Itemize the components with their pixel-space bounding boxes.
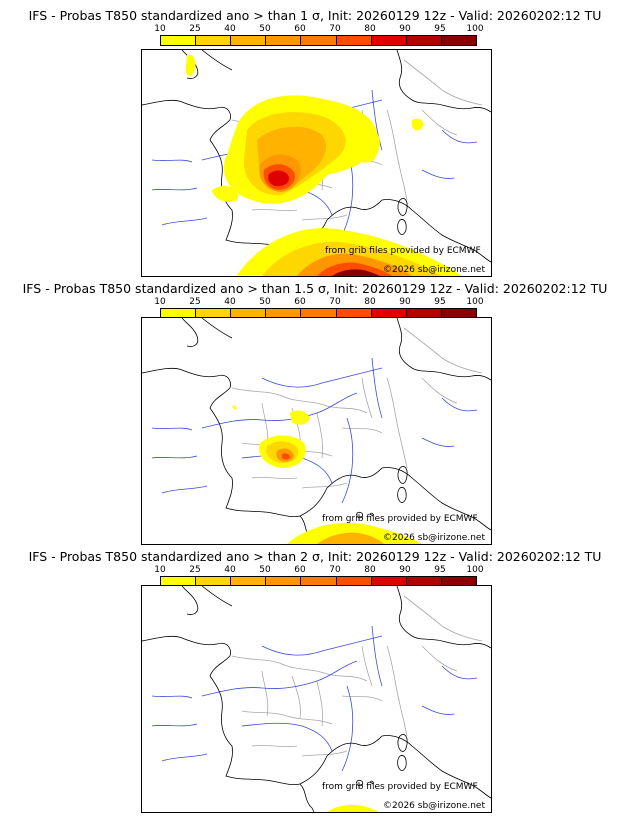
colorbar-swatch (371, 577, 407, 586)
colorbar-swatch (231, 577, 267, 586)
colorbar-swatch (301, 309, 337, 318)
colorbar-swatch (266, 36, 302, 45)
map-line (142, 586, 491, 812)
colorbar-swatch (336, 36, 372, 45)
copyright-credit: ©2026 sb@irizone.net (383, 801, 485, 811)
probability-shading (327, 804, 378, 812)
panel-1-colorbar-ticks: 10 25 40 50 60 70 80 90 95 100 (0, 24, 630, 36)
map-line (181, 318, 233, 347)
tick-label: 10 (154, 297, 166, 307)
map-line (397, 198, 408, 235)
basemap (142, 586, 491, 812)
tick-label: 50 (259, 565, 271, 575)
tick-label: 90 (399, 24, 411, 34)
colorbar-swatch (406, 309, 442, 318)
colorbar-swatch (196, 577, 232, 586)
map-line (181, 50, 233, 79)
colorbar-swatch (231, 309, 267, 318)
map-line (356, 511, 374, 519)
map-line (231, 595, 483, 757)
tick-label: 40 (224, 24, 236, 34)
tick-label: 90 (399, 297, 411, 307)
tick-label: 95 (434, 297, 446, 307)
tick-label: 25 (189, 297, 201, 307)
tick-label: 10 (154, 565, 166, 575)
basemap (142, 318, 491, 544)
map-line (397, 466, 408, 503)
probability-shading (185, 54, 462, 276)
colorbar-swatch (406, 36, 442, 45)
tick-label: 60 (294, 297, 306, 307)
colorbar-swatch (301, 36, 337, 45)
source-credit: from grib files provided by ECMWF (322, 514, 478, 524)
colorbar-swatch (406, 577, 442, 586)
tick-label: 50 (259, 297, 271, 307)
source-credit: from grib files provided by ECMWF (325, 246, 481, 256)
tick-label: 100 (466, 565, 484, 575)
tick-label: 80 (364, 24, 376, 34)
tick-label: 40 (224, 297, 236, 307)
map-line (397, 734, 408, 771)
map-line (151, 625, 478, 772)
panel-2-title: IFS - Probas T850 standardized ano > tha… (22, 281, 608, 296)
colorbar-swatch (336, 577, 372, 586)
colorbar-swatch (336, 309, 372, 318)
tick-label: 25 (189, 565, 201, 575)
tick-label: 50 (259, 24, 271, 34)
copyright-credit: ©2026 sb@irizone.net (383, 533, 485, 543)
tick-label: 70 (329, 297, 341, 307)
tick-label: 100 (466, 297, 484, 307)
colorbar-swatch (301, 577, 337, 586)
colorbar-swatch (441, 309, 476, 318)
tick-label: 70 (329, 565, 341, 575)
tick-label: 40 (224, 565, 236, 575)
colorbar-swatch (196, 36, 232, 45)
copyright-credit: ©2026 sb@irizone.net (383, 265, 485, 275)
tick-label: 60 (294, 24, 306, 34)
colorbar-swatch (371, 309, 407, 318)
probability-map-2: from grib files provided by ECMWF ©2026 … (141, 317, 492, 545)
source-credit: from grib files provided by ECMWF (322, 782, 478, 792)
panel-3-colorbar-ticks: 10 25 40 50 60 70 80 90 95 100 (0, 565, 630, 577)
panel-2-colorbar-ticks: 10 25 40 50 60 70 80 90 95 100 (0, 297, 630, 309)
colorbar (160, 35, 477, 46)
tick-label: 95 (434, 565, 446, 575)
colorbar-swatch (441, 36, 476, 45)
panel-1-title: IFS - Probas T850 standardized ano > tha… (28, 8, 602, 23)
map-line (142, 318, 491, 544)
panel-3-title: IFS - Probas T850 standardized ano > tha… (28, 549, 602, 564)
colorbar-swatch (266, 309, 302, 318)
tick-label: 95 (434, 24, 446, 34)
tick-label: 80 (364, 565, 376, 575)
colorbar-swatch (196, 309, 232, 318)
colorbar-swatch (266, 577, 302, 586)
probability-map-1: from grib files provided by ECMWF ©2026 … (141, 49, 492, 277)
tick-label: 100 (466, 24, 484, 34)
map-line (356, 779, 374, 787)
colorbar-swatch (231, 36, 267, 45)
tick-label: 70 (329, 24, 341, 34)
probability-map-3: from grib files provided by ECMWF ©2026 … (141, 585, 492, 813)
colorbar-swatch (161, 36, 197, 45)
colorbar-swatch (161, 577, 197, 586)
tick-label: 90 (399, 565, 411, 575)
tick-label: 25 (189, 24, 201, 34)
tick-label: 10 (154, 24, 166, 34)
tick-label: 60 (294, 565, 306, 575)
colorbar-swatch (441, 577, 476, 586)
map-line (181, 586, 233, 615)
tick-label: 80 (364, 297, 376, 307)
colorbar-swatch (161, 309, 197, 318)
probability-shading (232, 405, 422, 544)
colorbar-swatch (371, 36, 407, 45)
